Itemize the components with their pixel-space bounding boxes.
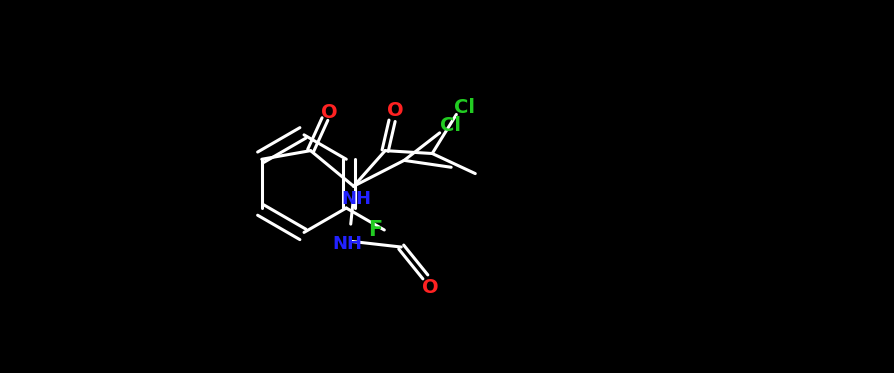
Text: O: O [386, 101, 403, 120]
Text: NH: NH [342, 190, 371, 208]
Text: Cl: Cl [454, 98, 475, 117]
Text: O: O [321, 103, 337, 122]
Text: Cl: Cl [439, 116, 460, 135]
Text: F: F [368, 220, 383, 240]
Text: O: O [421, 278, 438, 297]
Text: NH: NH [333, 235, 362, 253]
